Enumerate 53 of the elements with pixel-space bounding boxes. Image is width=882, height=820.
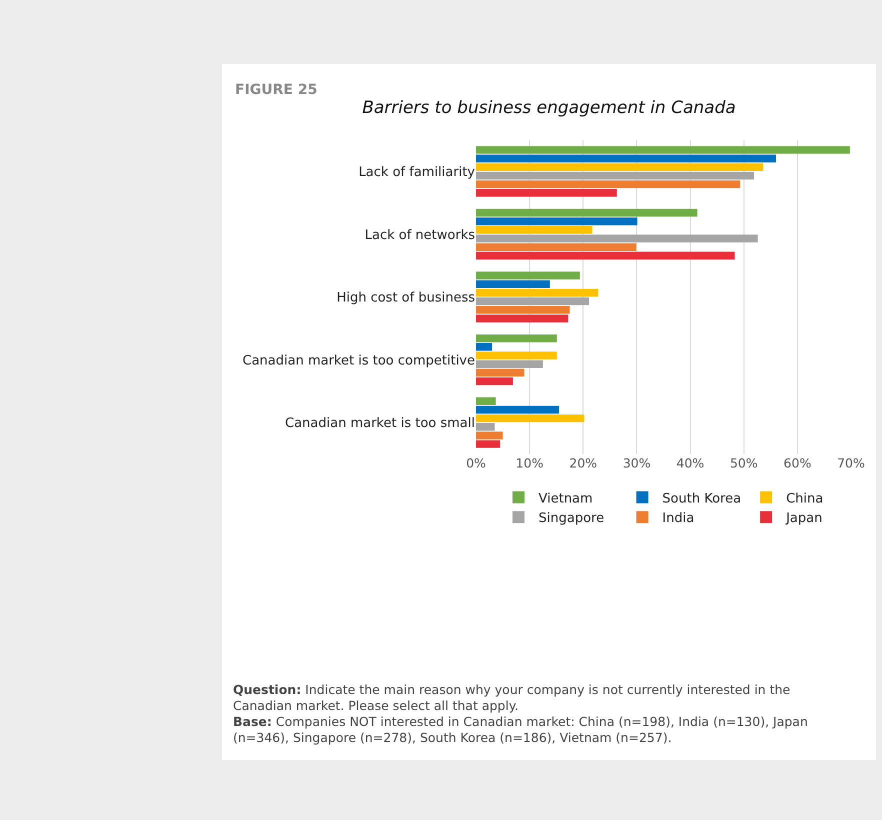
bar [476,226,592,234]
y-tick-label: Lack of familiarity [358,164,476,180]
bar [476,280,550,288]
y-tick-label: Canadian market is too small [285,416,475,432]
bar [476,208,698,217]
bar [476,217,638,226]
y-tick-label: Lack of networks [364,228,476,243]
bar [476,188,617,197]
x-tick-label: 30% [622,456,651,470]
bar [476,163,764,171]
caption: FIGURE 25 [235,82,318,98]
text: Question: Indicate the main reason why your company is not currently interested in the Canadian market. Please select all that apply. [233,682,790,713]
bar [476,397,496,406]
bar [476,334,557,342]
x-tick-label: 0% [466,456,486,470]
bar [476,423,495,431]
x-tick-label: 10% [516,456,544,470]
bar [476,243,636,251]
legend-label: India [662,511,694,526]
bar [476,414,584,422]
bar [476,360,543,368]
bar [476,314,568,322]
x-tick-label: 60% [784,456,812,470]
x-tick-label: 50% [730,456,758,470]
x-tick-label: 40% [676,456,704,470]
bar [476,146,850,154]
chart-title: Barriers to business engagement in Canada [362,98,736,118]
x-tick-label: 70% [837,456,866,470]
y-tick-label: High cost of business [336,290,476,306]
bar [476,406,560,414]
bar [476,377,513,386]
legend-label: China [786,491,824,506]
legend-label: South Korea [662,491,742,506]
legend-label: Singapore [538,511,604,526]
bar [476,368,524,377]
bar [476,288,598,297]
bar [476,154,776,162]
legend-label: Vietnam [538,491,593,506]
bar [476,343,492,351]
bar [476,440,500,448]
bar [476,297,590,306]
legend-label: Japan [785,511,822,526]
bar [476,306,570,314]
bar [476,234,758,242]
bar [476,180,740,188]
bar [476,352,557,360]
bar [476,252,735,260]
y-tick-label: Canadian market is too competitive [242,353,475,368]
bar [476,172,754,180]
x-tick-label: 20% [569,456,598,470]
bar [476,272,580,280]
bar [476,432,503,440]
text: Base: Companies NOT interested in Canadian market: China (n=198), India (n=130), Japan (n=346), Singapore (n=278), South Korea (n=186), Vietnam (n=257). [233,714,808,745]
